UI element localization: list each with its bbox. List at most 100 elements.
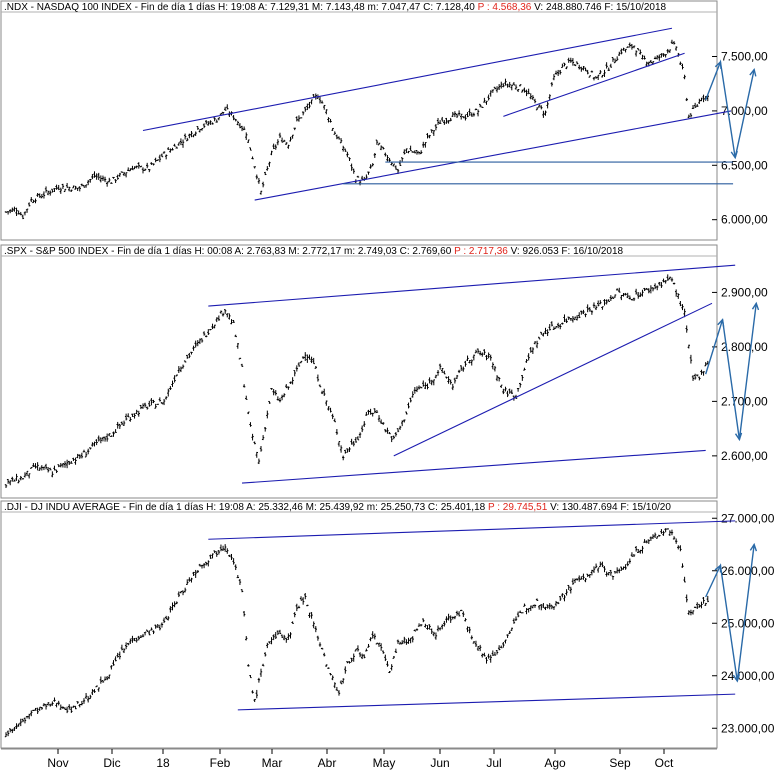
price-bar: [540, 105, 543, 110]
price-bar: [314, 365, 317, 369]
price-bar: [40, 194, 44, 199]
price-bar: [120, 421, 124, 425]
price-bar: [622, 47, 625, 51]
price-bars: [4, 39, 709, 220]
price-bar: [295, 365, 299, 372]
price-bar: [190, 351, 193, 355]
price-bar: [698, 376, 701, 381]
price-bar: [253, 698, 256, 703]
price-bar: [118, 651, 122, 660]
price-bar: [30, 466, 33, 469]
price-bar: [198, 563, 202, 567]
price-bar: [76, 187, 79, 191]
price-bar: [455, 113, 459, 119]
price-bar: [438, 627, 442, 631]
price-bar: [592, 566, 596, 573]
price-bar: [371, 163, 374, 167]
price-bar: [472, 354, 476, 361]
price-bar: [105, 676, 109, 681]
price-bar: [674, 46, 678, 51]
price-bar: [238, 123, 242, 129]
price-bar: [209, 328, 212, 331]
price-bar: [365, 648, 368, 652]
price-bar: [434, 632, 438, 640]
price-bar: [186, 137, 189, 142]
price-bar: [489, 90, 492, 97]
price-bar: [247, 664, 250, 667]
price-bar: [645, 540, 648, 544]
price-bar: [443, 370, 446, 375]
price-bar: [529, 346, 532, 353]
price-bar: [297, 115, 301, 122]
price-bar: [544, 327, 547, 335]
price-bar: [567, 584, 570, 591]
price-bar: [282, 139, 286, 142]
price-bar: [217, 550, 221, 555]
price-bar: [569, 586, 572, 594]
price-bar: [68, 704, 71, 710]
price-bar: [120, 644, 124, 651]
price-bar: [171, 380, 174, 387]
price-bar: [51, 701, 54, 706]
price-bar: [445, 117, 448, 124]
plot-frame: [0, 500, 718, 749]
price-bar: [327, 667, 330, 669]
price-bar: [55, 469, 58, 474]
price-bar: [504, 639, 507, 644]
price-bar: [502, 641, 505, 648]
price-bar: [129, 638, 132, 644]
header-volume-date: V: 130.487.694 F: 15/10/20: [547, 502, 671, 513]
price-bar: [4, 732, 8, 738]
price-bar: [689, 354, 693, 364]
price-bar: [681, 563, 684, 568]
price-bar: [158, 397, 162, 402]
price-bar: [578, 312, 581, 319]
price-bar: [209, 120, 212, 125]
price-bar: [462, 611, 465, 617]
price-bar: [84, 184, 88, 188]
price-bar: [301, 356, 305, 360]
price-bar: [23, 472, 27, 478]
price-bar: [89, 694, 92, 700]
price-bar: [110, 182, 113, 184]
price-bar: [74, 185, 77, 190]
price-bar: [396, 639, 400, 644]
price-bar: [390, 664, 393, 671]
price-bar: [116, 174, 119, 180]
price-bar: [228, 313, 231, 320]
price-bar: [139, 165, 143, 168]
price-bar: [291, 621, 294, 624]
x-tick-label: Nov: [47, 756, 68, 770]
price-bar: [495, 650, 499, 655]
price-bar: [670, 39, 674, 44]
price-bar: [685, 594, 688, 603]
price-bar: [293, 370, 296, 377]
price-bar: [594, 76, 598, 79]
price-bar: [658, 54, 661, 61]
price-bar: [38, 706, 41, 711]
price-bar: [226, 313, 229, 318]
price-bar: [398, 160, 402, 166]
y-tick-label: 2.600,00: [721, 449, 768, 463]
price-bar: [662, 530, 665, 536]
price-bar: [360, 653, 364, 660]
chart-panel-dji: .DJI - DJ INDU AVERAGE - Fin de día 1 dí…: [0, 500, 775, 749]
price-bar: [150, 162, 153, 165]
price-bar: [575, 315, 579, 321]
price-bar: [662, 53, 665, 57]
price-bar: [181, 590, 185, 596]
price-bar: [611, 575, 615, 580]
price-bar: [282, 393, 286, 398]
price-bar: [274, 144, 277, 150]
price-bar: [80, 183, 84, 187]
price-bar: [143, 168, 147, 171]
price-bar: [569, 57, 572, 63]
price-bar: [274, 390, 277, 396]
price-bar: [23, 717, 27, 724]
price-bar: [460, 365, 463, 371]
price-bar: [529, 605, 532, 611]
price-bar: [350, 657, 353, 663]
price-bar: [430, 379, 433, 386]
price-bar: [394, 431, 398, 437]
price-bar: [101, 175, 105, 182]
